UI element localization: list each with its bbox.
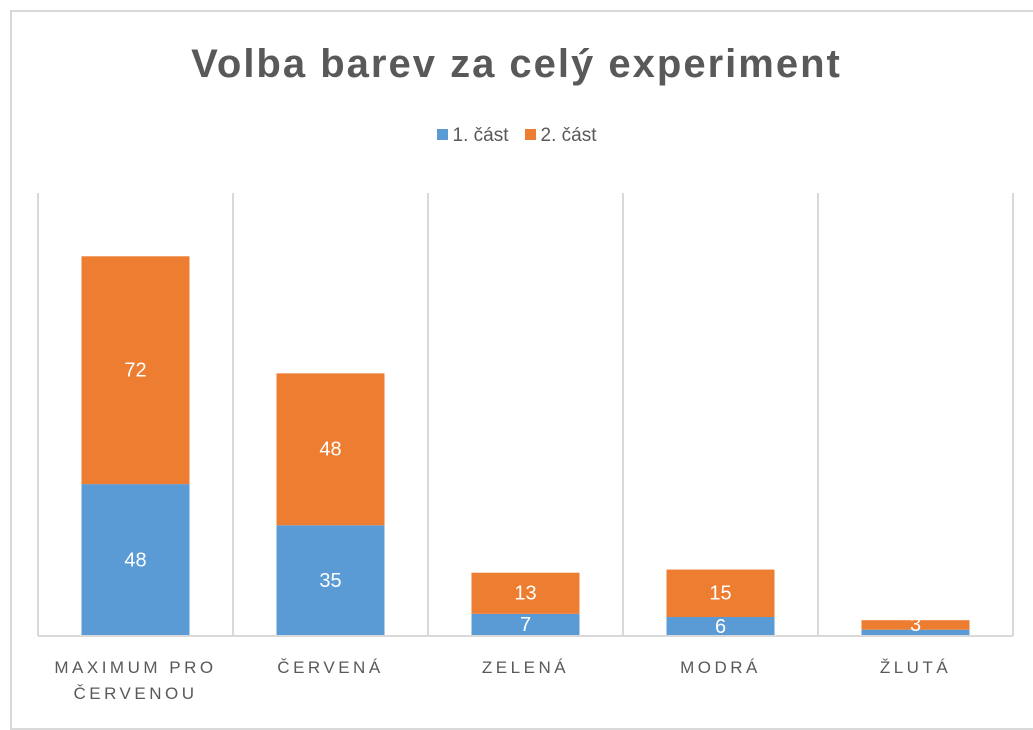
legend-label: 2. část	[540, 125, 597, 146]
x-tick-label: MAXIMUM PRO ČERVENOU	[54, 658, 217, 703]
data-label: 48	[124, 549, 146, 571]
x-tick-label: MODRÁ	[680, 658, 761, 677]
data-label: 7	[520, 614, 531, 636]
legend-label: 1. část	[452, 125, 509, 146]
x-tick-label: ČERVENÁ	[277, 658, 384, 677]
bar-segment	[81, 484, 190, 636]
x-tick-label: ŽLUTÁ	[879, 658, 952, 677]
data-label: 6	[715, 616, 726, 638]
bar-segment	[666, 569, 775, 618]
bar-segment	[471, 613, 580, 636]
x-tick-label: ZELENÁ	[481, 658, 570, 677]
data-label: 72	[124, 359, 146, 381]
legend-swatch	[436, 129, 448, 140]
chart-title: Volba barev za celý experiment	[191, 42, 842, 86]
bar-segment	[861, 629, 970, 636]
bar-segment	[81, 256, 190, 485]
legend: 1. část 2. část	[0, 125, 1033, 147]
data-label: 13	[514, 583, 536, 605]
data-label: 48	[319, 439, 341, 461]
legend-swatch	[524, 129, 536, 140]
bar-segment	[276, 525, 385, 636]
bar-segment	[861, 620, 970, 630]
data-label: 35	[319, 570, 341, 592]
legend-item: 2. část	[524, 125, 597, 146]
bar-segment	[471, 572, 580, 614]
data-label: 15	[709, 583, 731, 605]
legend-item: 1. část	[436, 125, 509, 146]
bar-segment	[276, 373, 385, 526]
bar-segment	[666, 617, 775, 636]
data-label: 3	[910, 614, 921, 636]
